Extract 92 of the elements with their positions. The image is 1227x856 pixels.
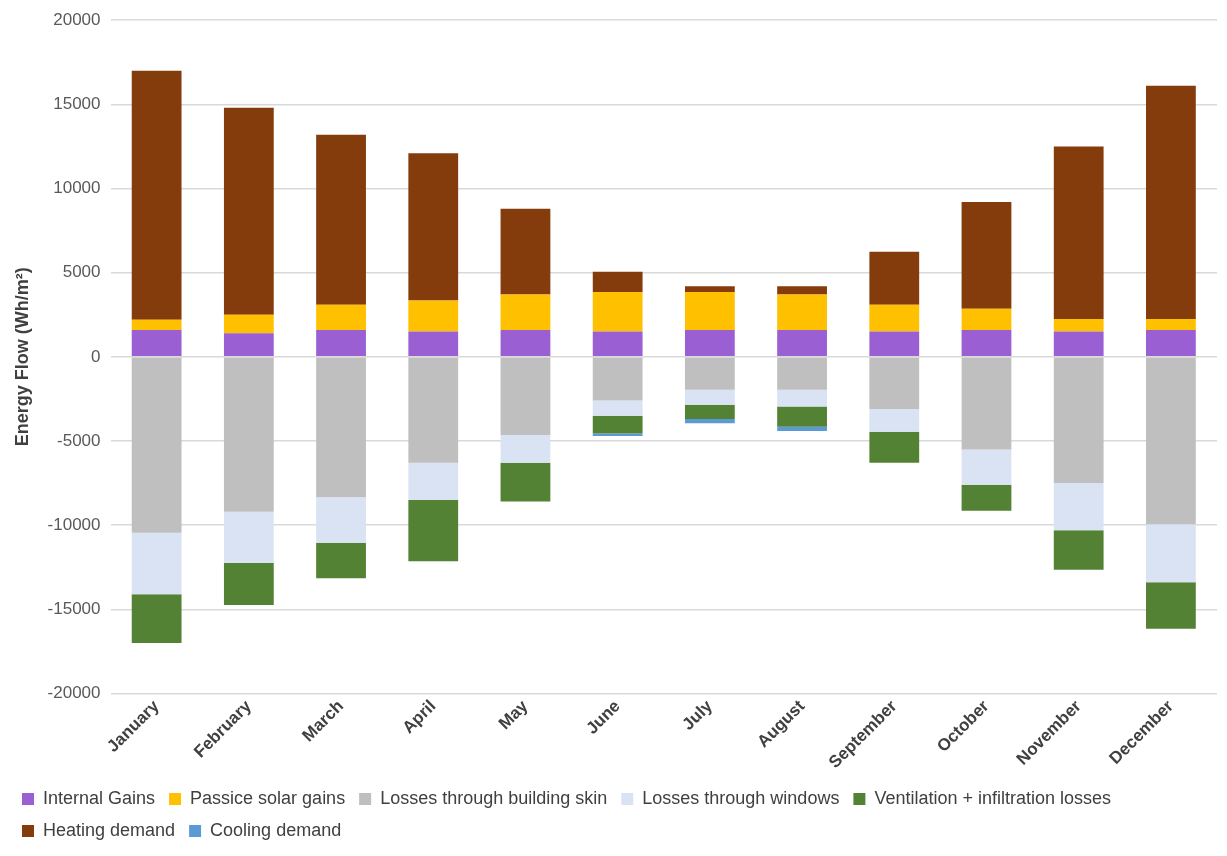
bar xyxy=(961,449,1012,485)
bar xyxy=(961,201,1012,309)
bar xyxy=(316,542,366,579)
bar xyxy=(592,331,643,357)
bar xyxy=(684,404,735,420)
bar xyxy=(777,357,827,390)
bar xyxy=(684,419,735,424)
y-tick-label: -20000 xyxy=(47,683,101,703)
y-axis-title: Energy Flow (Wh/m²) xyxy=(11,267,32,447)
bar xyxy=(316,329,366,357)
bar xyxy=(131,532,182,595)
legend-label: Losses through windows xyxy=(642,787,840,808)
legend-label: Heating demand xyxy=(43,819,176,840)
bar xyxy=(777,286,827,295)
bar xyxy=(500,462,551,502)
bar xyxy=(1053,357,1104,484)
bar xyxy=(500,357,551,436)
bar xyxy=(500,294,551,330)
y-tick-label: -5000 xyxy=(57,430,101,450)
bar xyxy=(592,400,643,416)
bar xyxy=(777,329,827,357)
bar xyxy=(869,409,920,432)
y-tick-label: 5000 xyxy=(62,262,101,282)
bar xyxy=(869,431,920,463)
bar xyxy=(592,357,643,401)
bar xyxy=(131,70,182,320)
bar xyxy=(961,308,1012,330)
bar xyxy=(592,271,643,293)
bar xyxy=(223,563,274,606)
bar xyxy=(500,435,551,463)
bar xyxy=(1053,318,1104,332)
bar xyxy=(131,594,182,643)
bar xyxy=(1146,524,1196,583)
bar xyxy=(1146,329,1196,357)
bar xyxy=(1053,146,1104,319)
bar xyxy=(684,286,735,293)
bar xyxy=(1146,318,1196,330)
bar xyxy=(961,484,1012,511)
bar xyxy=(961,329,1012,357)
bar xyxy=(408,331,459,357)
bar xyxy=(777,294,827,330)
bar xyxy=(223,107,274,315)
y-tick-label: -10000 xyxy=(47,514,101,534)
bar xyxy=(500,329,551,357)
bar xyxy=(592,433,643,436)
bar xyxy=(869,357,920,409)
legend-label: Ventilation + infiltration losses xyxy=(874,787,1112,808)
bar xyxy=(869,304,920,332)
y-tick-label: -15000 xyxy=(47,598,101,618)
bar xyxy=(316,497,366,543)
legend-label: Losses through building skin xyxy=(380,787,608,808)
bar xyxy=(500,208,551,295)
bar xyxy=(1146,357,1196,525)
y-tick-label: 10000 xyxy=(53,178,101,198)
bar xyxy=(316,134,366,305)
y-tick-label: 20000 xyxy=(53,9,101,29)
bar xyxy=(777,406,827,427)
bar xyxy=(684,357,735,390)
bar xyxy=(223,333,274,357)
bar xyxy=(1146,85,1196,319)
legend-label: Internal Gains xyxy=(43,787,156,808)
bar xyxy=(869,251,920,305)
bar xyxy=(684,329,735,357)
bar xyxy=(592,292,643,332)
bar xyxy=(684,292,735,330)
bar xyxy=(408,357,459,463)
bar xyxy=(869,331,920,357)
bar xyxy=(408,300,459,332)
bar xyxy=(223,314,274,334)
bar xyxy=(1053,483,1104,531)
bar xyxy=(131,329,182,357)
bar xyxy=(777,389,827,407)
bar xyxy=(131,357,182,533)
bar xyxy=(316,357,366,498)
bar xyxy=(592,415,643,434)
bar xyxy=(408,462,459,500)
bar xyxy=(684,389,735,405)
legend-label: Passice solar gains xyxy=(190,787,346,808)
legend-label: Cooling demand xyxy=(210,819,342,840)
bar xyxy=(777,426,827,431)
bar xyxy=(1053,530,1104,570)
bar xyxy=(131,319,182,330)
bar xyxy=(961,357,1012,450)
bar xyxy=(223,357,274,512)
y-tick-label: 15000 xyxy=(53,94,101,114)
bar xyxy=(316,304,366,330)
bar xyxy=(1146,582,1196,629)
y-tick-label: 0 xyxy=(91,346,101,366)
bar xyxy=(408,153,459,301)
bar xyxy=(408,499,459,562)
bar xyxy=(1053,331,1104,357)
bar xyxy=(223,511,274,564)
